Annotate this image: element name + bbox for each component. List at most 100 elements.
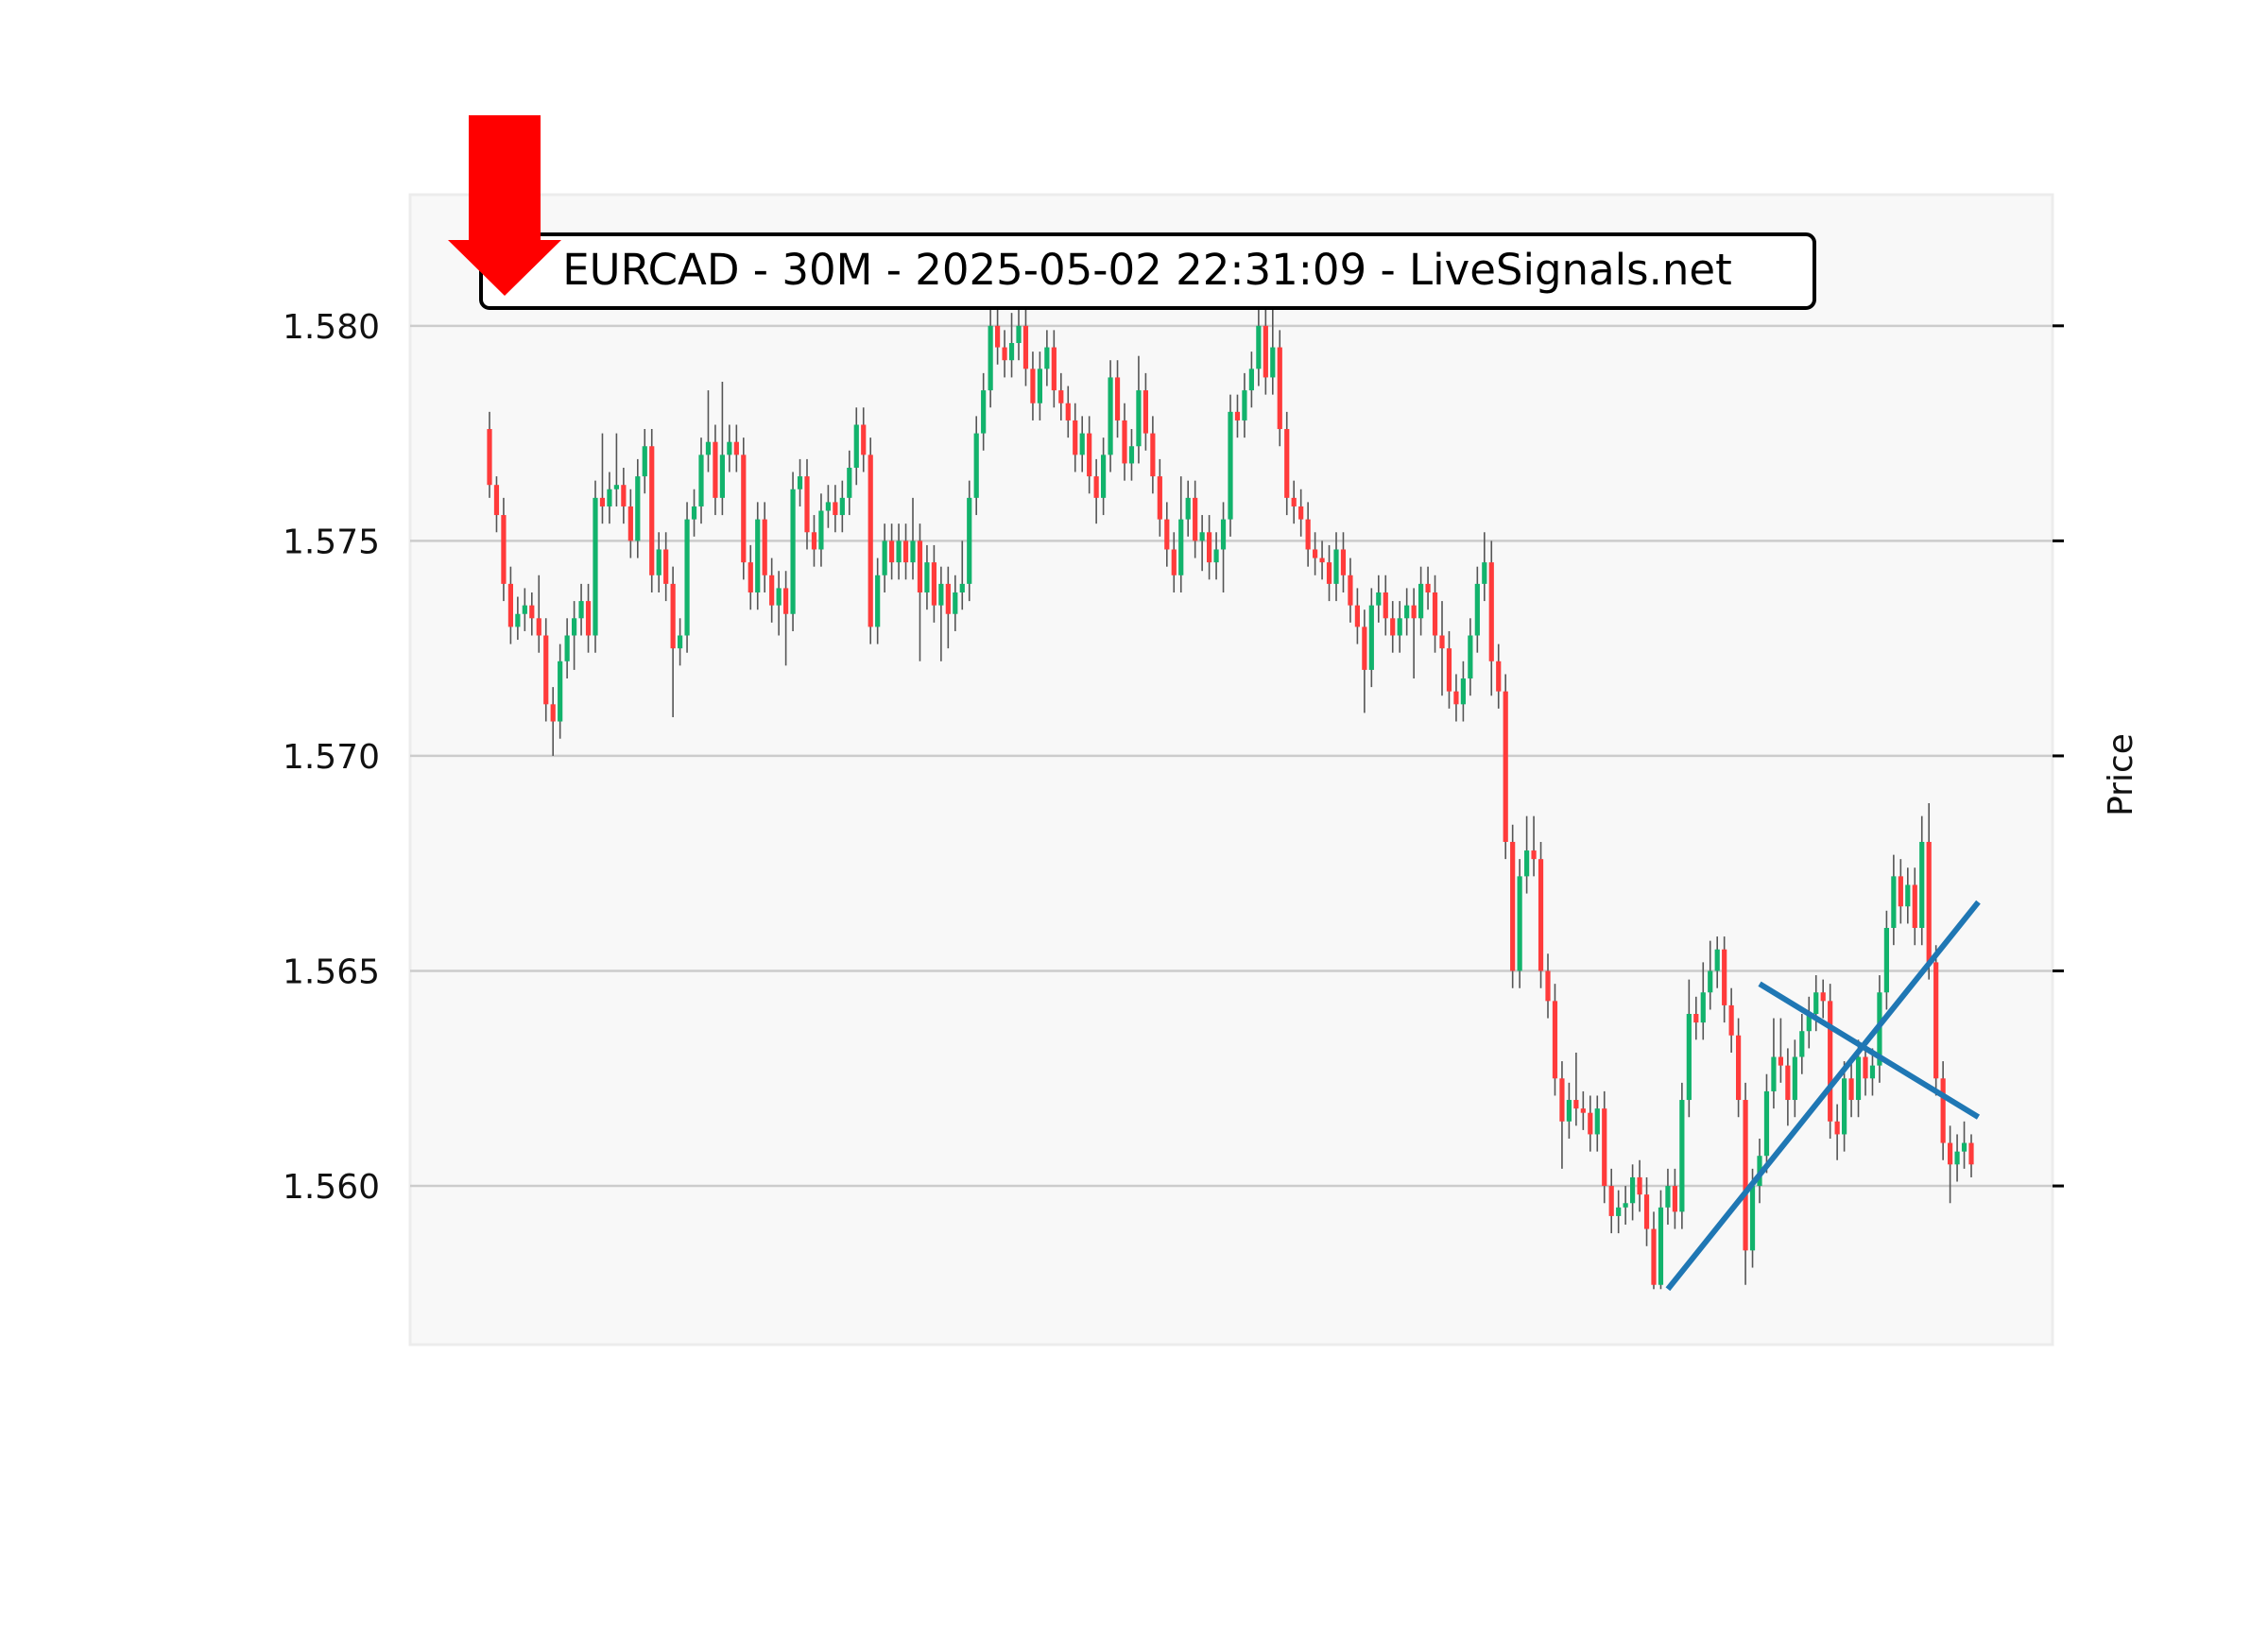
candle xyxy=(1940,1061,1946,1160)
candle xyxy=(1637,1159,1642,1212)
candle-body-down xyxy=(1002,347,1007,361)
candle-body-up xyxy=(1242,390,1247,420)
candle-body-down xyxy=(1785,1065,1791,1101)
candle-body-up xyxy=(1961,1142,1967,1152)
candle-body-down xyxy=(868,455,873,627)
candle xyxy=(529,592,535,636)
candle xyxy=(1869,1048,1876,1096)
candle xyxy=(1834,1104,1840,1160)
candle xyxy=(1248,352,1254,408)
candle xyxy=(1425,566,1431,610)
candle xyxy=(1594,1095,1600,1152)
candle-body-down xyxy=(1157,476,1162,520)
candle xyxy=(1898,859,1903,924)
candle xyxy=(981,372,987,451)
candle-body-down xyxy=(1602,1108,1607,1187)
candle-body-up xyxy=(1749,1186,1756,1251)
candle xyxy=(755,502,761,610)
candle xyxy=(1948,1125,1953,1204)
candle xyxy=(1708,940,1713,1010)
candle-body-up xyxy=(825,502,831,511)
candle xyxy=(1651,1211,1657,1290)
candle xyxy=(678,618,683,666)
candle xyxy=(572,601,577,670)
candle-body-up xyxy=(1228,411,1233,520)
candle-body-down xyxy=(1411,605,1417,619)
candle-body-up xyxy=(1256,325,1262,369)
candle-body-down xyxy=(902,540,909,563)
candle-body-up xyxy=(1016,325,1022,344)
candle xyxy=(705,390,712,472)
candle xyxy=(621,468,627,524)
candle xyxy=(558,643,563,739)
candle xyxy=(1616,1190,1622,1234)
candle-body-up xyxy=(776,588,782,606)
candle xyxy=(1771,1018,1777,1109)
candle xyxy=(1679,1082,1685,1229)
candle-body-up xyxy=(1418,583,1424,619)
candle-body-down xyxy=(733,441,739,455)
candle-body-down xyxy=(945,583,951,614)
candle-body-down xyxy=(1354,605,1360,627)
candle xyxy=(1411,588,1417,679)
candle xyxy=(733,424,739,472)
candle xyxy=(853,407,859,486)
candle-body-down xyxy=(1051,347,1057,391)
candle xyxy=(917,523,923,661)
candle xyxy=(967,480,972,602)
candle xyxy=(1313,532,1318,575)
candle xyxy=(1545,953,1551,1019)
candle-body-down xyxy=(995,325,1001,348)
candle-body-down xyxy=(1143,390,1148,434)
candle xyxy=(1030,352,1036,420)
candle-body-down xyxy=(1588,1112,1593,1135)
candle xyxy=(1665,1168,1671,1226)
candle-body-down xyxy=(1933,962,1939,1079)
candle xyxy=(1199,515,1205,572)
candle xyxy=(1693,996,1699,1040)
candle xyxy=(1968,1134,1974,1177)
candle-body-down xyxy=(1820,992,1826,1002)
candle-body-down xyxy=(1848,1078,1854,1101)
candle-body-down xyxy=(1453,691,1459,705)
trendlines xyxy=(1665,900,1981,1292)
candle-body-up xyxy=(839,497,845,516)
candle xyxy=(1298,489,1304,537)
candle-body-down xyxy=(1968,1142,1974,1165)
candle-body-down xyxy=(1552,1001,1558,1079)
candle xyxy=(1559,1061,1565,1169)
candle xyxy=(1714,936,1720,988)
candle xyxy=(839,480,845,533)
candle xyxy=(719,381,725,516)
candle-body-up xyxy=(1883,927,1889,993)
candle-body-up xyxy=(1623,1203,1628,1208)
candle-body-down xyxy=(783,588,789,614)
candle xyxy=(1588,1095,1593,1152)
candle-body-up xyxy=(558,661,563,722)
candles xyxy=(487,274,1974,1290)
candle xyxy=(1178,476,1184,592)
candle xyxy=(1580,1090,1586,1130)
candle xyxy=(1185,480,1191,537)
candle xyxy=(811,515,817,567)
candle xyxy=(783,571,789,666)
candle-body-down xyxy=(1383,592,1388,619)
candle-body-up xyxy=(727,441,732,455)
sell-arrow-icon xyxy=(448,115,561,296)
candle xyxy=(1961,1121,1967,1169)
candle xyxy=(1022,308,1029,386)
candle xyxy=(1051,330,1057,408)
candle xyxy=(578,583,584,636)
candle-body-down xyxy=(487,429,492,486)
candle-body-up xyxy=(1213,549,1219,563)
candle xyxy=(1848,1061,1854,1118)
candle-body-down xyxy=(1488,562,1494,661)
candle-body-up xyxy=(1376,592,1382,606)
candle xyxy=(1778,1018,1783,1083)
candle-body-up xyxy=(967,497,972,584)
candle-body-down xyxy=(599,497,606,506)
candle xyxy=(776,571,782,636)
candle-body-down xyxy=(493,485,500,516)
candle-body-up xyxy=(1813,992,1819,1015)
candle xyxy=(1164,502,1170,567)
